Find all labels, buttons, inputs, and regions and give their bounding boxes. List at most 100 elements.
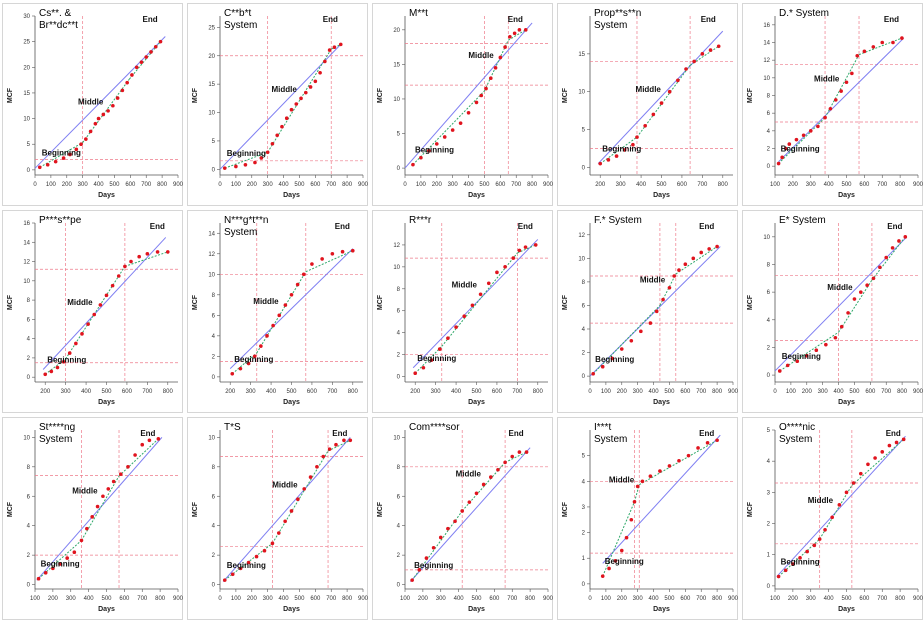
data-point: [676, 78, 680, 83]
y-tick-label: 6: [397, 309, 401, 315]
y-tick-label: 2: [767, 522, 771, 528]
data-point: [708, 48, 713, 52]
data-point: [427, 149, 431, 153]
x-tick-label: 0: [403, 182, 407, 188]
chart-plot: 100 200 300 400 500 600 700 800 900 0 2 4 6 8 10 Days MC…: [7, 429, 184, 613]
y-tick-label: 0: [582, 165, 586, 171]
x-tick-label: 100: [30, 596, 41, 602]
data-point: [296, 497, 300, 501]
data-point: [144, 55, 149, 59]
overall-trend-line: [774, 236, 908, 372]
data-point: [474, 100, 479, 105]
data-point: [101, 494, 105, 499]
data-point: [321, 454, 326, 459]
data-point: [49, 369, 54, 374]
x-tick-label: 300: [806, 596, 817, 602]
y-tick-label: 0: [212, 167, 216, 173]
phase-label-beginning: Beginning: [605, 557, 644, 566]
data-point: [808, 129, 813, 133]
y-tick-label: 2: [212, 354, 216, 360]
y-tick-label: 8: [397, 287, 401, 293]
y-tick-label: 8: [27, 465, 31, 471]
data-point: [466, 110, 471, 115]
data-point: [683, 262, 688, 267]
y-tick-label: 1: [582, 556, 586, 562]
data-point: [651, 112, 656, 117]
data-point: [262, 548, 267, 553]
y-tick-label: 6: [212, 494, 216, 500]
overall-trend-line: [404, 22, 533, 169]
data-point: [308, 85, 313, 89]
data-point: [446, 526, 450, 531]
data-point: [866, 462, 870, 467]
overall-trend-line: [222, 437, 351, 582]
x-tick-label: 900: [728, 596, 739, 602]
y-tick-label: 3: [582, 505, 586, 511]
x-tick-label: 400: [834, 389, 845, 395]
data-point: [93, 121, 98, 126]
data-point: [805, 549, 809, 554]
phase-label-beginning: Beginning: [602, 145, 641, 154]
data-point: [434, 142, 439, 146]
data-point: [610, 356, 615, 361]
data-point: [84, 137, 88, 141]
data-point: [496, 467, 500, 472]
data-point: [51, 566, 55, 571]
data-point: [619, 548, 624, 553]
phase-label-middle: Middle: [78, 97, 104, 106]
data-point: [74, 341, 78, 346]
data-point: [125, 80, 129, 85]
x-tick-label: 600: [680, 596, 691, 602]
phase-trend-line: [871, 236, 906, 281]
data-point: [467, 500, 472, 504]
data-point: [700, 52, 705, 56]
phase-label-end: End: [518, 222, 533, 231]
phase-trend-line: [504, 451, 527, 463]
data-point: [785, 363, 790, 368]
data-point: [130, 73, 134, 77]
data-point: [493, 66, 498, 70]
x-tick-label: 200: [48, 596, 59, 602]
data-point: [658, 469, 662, 473]
y-tick-label: 2: [582, 351, 586, 357]
x-tick-label: 400: [649, 596, 660, 602]
data-point: [315, 465, 319, 469]
chart-subtitle: System: [224, 20, 258, 31]
data-point: [246, 361, 251, 366]
data-point: [230, 371, 235, 376]
phase-label-end: End: [699, 429, 714, 438]
data-point: [283, 303, 288, 307]
chart-title-text: N***g*t**n: [224, 215, 269, 226]
data-point: [798, 556, 802, 560]
x-tick-label: 300: [818, 389, 829, 395]
y-tick-label: 2: [27, 553, 31, 559]
data-point: [302, 487, 307, 491]
chart-title: Com****sor: [409, 422, 460, 434]
y-tick-label: 0: [27, 168, 31, 174]
data-point: [43, 372, 48, 377]
data-point: [61, 359, 66, 364]
data-point: [614, 154, 619, 158]
x-tick-label: 800: [525, 596, 536, 602]
y-tick-label: 10: [23, 435, 30, 441]
data-point: [323, 59, 327, 64]
y-tick-label: 10: [578, 256, 585, 262]
data-point: [243, 162, 248, 167]
x-tick-label: 200: [802, 389, 813, 395]
data-point: [495, 270, 499, 275]
x-tick-label: 800: [527, 182, 538, 188]
x-tick-label: 600: [307, 389, 318, 395]
x-axis-label: Days: [468, 399, 485, 406]
data-point: [334, 442, 338, 447]
data-point: [289, 293, 294, 297]
y-tick-label: 8: [397, 465, 401, 471]
data-point: [607, 566, 611, 571]
chart-title: O****nic System: [779, 422, 815, 446]
data-point: [67, 351, 72, 355]
data-point: [510, 454, 515, 459]
data-point: [677, 268, 681, 272]
data-point: [284, 116, 289, 121]
data-point: [891, 40, 895, 45]
x-tick-label: 300: [61, 389, 72, 395]
data-point: [270, 141, 275, 146]
